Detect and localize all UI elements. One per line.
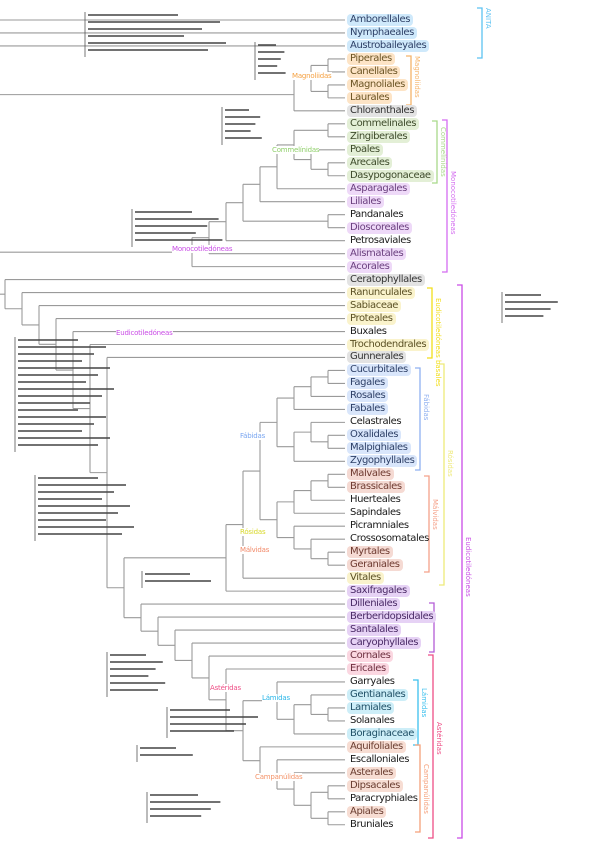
bracket-label: Astéridas	[435, 721, 443, 755]
order-label: Dipsacales	[347, 779, 403, 792]
order-label: Petrosaviales	[350, 234, 411, 246]
order-label: Brassicales	[347, 481, 405, 494]
clade-label: Lámidas	[262, 694, 290, 702]
clade-label: Monocotiledóneas	[172, 245, 233, 253]
clade-label: Campanúlidas	[255, 773, 303, 781]
order-label: Sabiaceae	[347, 299, 402, 312]
clade-bracket	[432, 120, 438, 184]
order-label: Lamiales	[347, 701, 395, 714]
clade-bracket	[415, 367, 421, 471]
bracket-label: Eudicotiledóneas basales	[434, 298, 442, 387]
clade-label: Málvidas	[240, 546, 270, 554]
order-label: Crossosomatales	[350, 533, 429, 545]
clade-label: Fábidas	[240, 432, 266, 440]
bracket-label: Eudicotiledóneas	[464, 536, 472, 597]
order-label: Picramniales	[350, 520, 409, 532]
clade-bracket	[424, 475, 430, 573]
order-label: Piperales	[347, 52, 395, 65]
clade-bracket	[442, 119, 448, 273]
order-label: Chloranthales	[347, 104, 418, 117]
order-label: Caryophyllales	[347, 637, 422, 650]
order-label: Vitales	[347, 572, 384, 585]
order-label: Escalloniales	[350, 753, 410, 765]
order-label: Bruniales	[350, 818, 394, 830]
order-label: Rosales	[347, 390, 389, 403]
order-label: Zygophyllales	[347, 455, 418, 468]
clade-bracket	[477, 7, 483, 59]
order-label: Huerteales	[350, 494, 401, 506]
order-label: Aquifoliales	[347, 740, 406, 753]
order-label: Asparagales	[347, 182, 410, 195]
order-label: Dilleniales	[347, 598, 401, 611]
order-label: Zingiberales	[347, 130, 411, 143]
clade-label: Astéridas	[210, 684, 241, 692]
order-label: Apiales	[347, 805, 387, 818]
order-label: Gunnerales	[347, 351, 407, 364]
order-label: Buxales	[350, 325, 387, 337]
order-label: Proteales	[347, 312, 396, 325]
order-label: Paracryphiales	[350, 792, 418, 804]
clade-label: Rósidas	[240, 528, 266, 536]
order-label: Geraniales	[347, 559, 403, 572]
order-label: Saxifragales	[347, 585, 410, 598]
order-label: Alismatales	[347, 247, 407, 260]
clade-bracket	[428, 654, 434, 839]
clade-bracket	[457, 284, 463, 839]
clade-bracket	[427, 287, 433, 359]
order-label: Poales	[347, 143, 383, 156]
order-label: Solanales	[350, 714, 395, 726]
order-label: Santalales	[347, 624, 401, 637]
bracket-label: Málvidas	[431, 499, 439, 530]
order-label: Ceratophyllales	[347, 273, 425, 286]
order-label: Cucurbitales	[347, 364, 411, 377]
order-label: Arecales	[347, 156, 393, 169]
order-label: Malvales	[347, 468, 394, 481]
clade-bracket	[429, 602, 435, 653]
order-label: Celastrales	[350, 416, 402, 428]
order-label: Malpighiales	[347, 442, 411, 455]
bracket-label: Monocotiledóneas	[449, 171, 457, 235]
order-label: Amborellales	[347, 14, 414, 26]
bracket-label: Commelínidas	[439, 127, 447, 177]
order-label: Austrobaileyales	[347, 39, 430, 52]
clade-bracket	[439, 363, 445, 586]
order-label: Magnoliales	[347, 78, 408, 91]
order-label: Boraginaceae	[347, 727, 417, 740]
order-label: Fabales	[347, 403, 388, 416]
order-label: Fagales	[347, 377, 388, 390]
order-label: Ericales	[347, 663, 389, 675]
clade-bracket	[415, 744, 421, 833]
bracket-label: Magnoliidas	[413, 55, 421, 98]
order-label: Gentianales	[347, 688, 409, 701]
clade-label: Magnoliidas	[292, 72, 332, 80]
order-label: Commelinales	[347, 117, 420, 130]
order-label: Asterales	[347, 766, 396, 779]
order-label: Berberidopsidales	[347, 611, 437, 624]
bracket-label: ANITA	[484, 8, 492, 29]
order-label: Cornales	[347, 650, 394, 663]
order-label: Myrtales	[347, 546, 393, 559]
order-label: Laurales	[347, 91, 393, 104]
order-label: Nymphaeales	[347, 26, 417, 39]
order-label: Liliales	[347, 195, 384, 208]
clade-label: Eudicotiledóneas	[116, 329, 173, 337]
bracket-label: Rósidas	[446, 449, 454, 477]
order-label: Dioscoreales	[347, 221, 412, 234]
order-label: Ranunculales	[347, 286, 415, 299]
bracket-label: Campanúlidas	[422, 763, 430, 814]
order-label: Sapindales	[350, 507, 401, 519]
order-label: Pandanales	[350, 208, 404, 220]
order-label: Oxalidales	[347, 429, 402, 442]
order-label: Canellales	[347, 65, 401, 78]
order-label: Dasypogonaceae	[347, 169, 434, 182]
bracket-label: Fábidas	[422, 394, 430, 421]
order-label: Garryales	[350, 675, 395, 687]
bracket-label: Lámidas	[420, 687, 428, 717]
order-label: Acorales	[347, 260, 393, 273]
clade-label: Commelínidas	[272, 146, 320, 154]
order-label: Trochodendrales	[347, 338, 430, 351]
